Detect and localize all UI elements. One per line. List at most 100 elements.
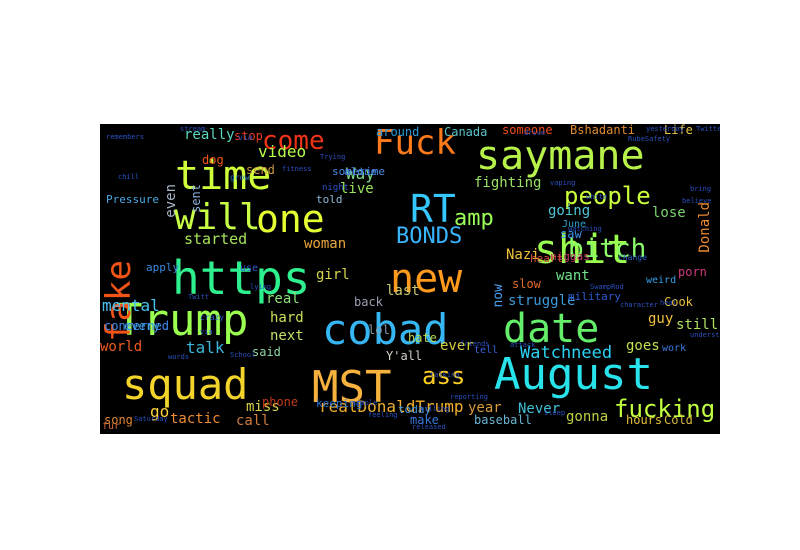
cloud-word: song	[104, 413, 133, 427]
cloud-word: watching	[568, 225, 602, 233]
cloud-word: Trump	[116, 295, 249, 346]
cloud-word: heart	[530, 252, 564, 265]
cloud-word: cobad	[322, 305, 449, 354]
cloud-word: RT	[410, 187, 456, 231]
cloud-word: white	[586, 193, 608, 201]
cloud-word: yesterday	[646, 125, 684, 133]
cloud-word: ever	[440, 338, 474, 354]
cloud-word: every	[124, 319, 161, 333]
cloud-word: vaping	[550, 179, 576, 187]
cloud-word: saymane	[476, 133, 645, 179]
cloud-word: told	[316, 193, 343, 206]
cloud-word: miss	[246, 399, 280, 415]
cloud-word: make	[410, 413, 439, 427]
cloud-word: via	[238, 133, 253, 142]
cloud-word: lose	[652, 205, 686, 221]
cloud-word: fighting	[474, 175, 542, 191]
cloud-word: even	[163, 184, 179, 218]
cloud-word: hate	[408, 331, 437, 345]
cloud-word: around	[376, 125, 420, 139]
cloud-word: night	[322, 183, 350, 193]
cloud-word: https	[172, 251, 311, 305]
cloud-word: weird	[646, 275, 677, 286]
cloud-word: year	[468, 400, 502, 416]
cloud-word: really	[184, 127, 235, 143]
cloud-word: hours	[626, 413, 663, 427]
cloud-word: want	[556, 268, 590, 284]
cloud-word: come	[262, 126, 325, 156]
cloud-word: Pressure	[106, 193, 159, 206]
cloud-word: girl	[316, 267, 350, 283]
cloud-word: real	[266, 291, 300, 307]
cloud-word: baseball	[474, 413, 532, 427]
cloud-word: Way	[346, 164, 375, 183]
cloud-word: Life	[664, 124, 693, 137]
cloud-word: call	[236, 413, 270, 429]
cloud-word: mental	[102, 296, 160, 315]
cloud-word: remembers	[106, 133, 144, 141]
cloud-word: will	[174, 197, 261, 238]
cloud-word: phone	[262, 395, 299, 409]
cloud-word: feeling	[368, 411, 398, 419]
cloud-word: Twitter	[696, 125, 720, 133]
cloud-word: said	[252, 345, 281, 359]
cloud-word: bring	[690, 185, 712, 193]
cloud-word: started	[184, 230, 248, 248]
cloud-word: sent	[189, 184, 203, 213]
cloud-word: use	[240, 263, 259, 274]
cloud-word: hard	[270, 310, 304, 326]
cloud-word: Canada	[444, 125, 488, 139]
cloud-word: fucking	[614, 395, 716, 423]
cloud-word: people	[564, 182, 651, 210]
cloud-word: change	[618, 253, 647, 262]
cloud-word: live	[340, 181, 374, 197]
cloud-word: goes	[626, 338, 660, 354]
cloud-word: sometime	[332, 165, 385, 178]
cloud-word: tell	[474, 345, 499, 356]
cloud-word: porn	[678, 265, 707, 279]
cloud-word: Watchneed	[520, 343, 613, 363]
cloud-word: fitness	[282, 165, 312, 173]
cloud-word: still	[676, 317, 719, 333]
cloud-word: talk	[186, 338, 225, 357]
cloud-word: squad	[122, 360, 249, 409]
cloud-word: School	[230, 351, 256, 359]
cloud-word: saw	[560, 227, 582, 241]
cloud-word: bitch	[568, 234, 647, 264]
cloud-word: simple	[352, 399, 378, 407]
cloud-word: today	[398, 403, 432, 416]
cloud-word: work	[662, 343, 687, 354]
cloud-word: August	[494, 349, 653, 400]
cloud-word: amp	[454, 206, 494, 231]
cloud-word: chill	[118, 173, 140, 181]
cloud-word: fur	[102, 421, 121, 432]
cloud-word: video	[258, 142, 307, 161]
cloud-word: Saturday	[134, 415, 168, 423]
cloud-word: tactic	[170, 411, 221, 427]
cloud-word: drive	[524, 129, 546, 137]
cloud-word: apply	[146, 261, 180, 274]
word-cloud: https Trump squad MST August cobad date new shit…	[100, 124, 720, 434]
cloud-word: lol	[368, 323, 390, 337]
cloud-word: back	[354, 295, 383, 309]
cloud-word: heal	[660, 299, 677, 307]
cloud-word: believe	[682, 197, 712, 205]
cloud-word: friends	[460, 340, 490, 348]
cloud-word: now	[491, 284, 506, 308]
cloud-word: stream	[180, 125, 206, 133]
cloud-word: released	[412, 423, 446, 431]
cloud-word: killing	[420, 405, 450, 413]
cloud-word: grow	[230, 173, 250, 182]
cloud-word: slow	[512, 277, 541, 291]
cloud-word: new	[390, 256, 463, 302]
cloud-word: Cold	[664, 413, 693, 427]
cloud-word: Fuck	[374, 124, 456, 163]
cloud-word: BONDS	[396, 224, 463, 249]
cloud-word: one	[256, 197, 325, 241]
cloud-word: via	[200, 328, 213, 336]
cloud-word: talking	[430, 371, 460, 379]
cloud-word: alone	[344, 165, 378, 178]
cloud-word: Donald	[697, 202, 713, 253]
cloud-word: Y'all	[386, 349, 423, 363]
cloud-word: niggas	[550, 250, 590, 263]
